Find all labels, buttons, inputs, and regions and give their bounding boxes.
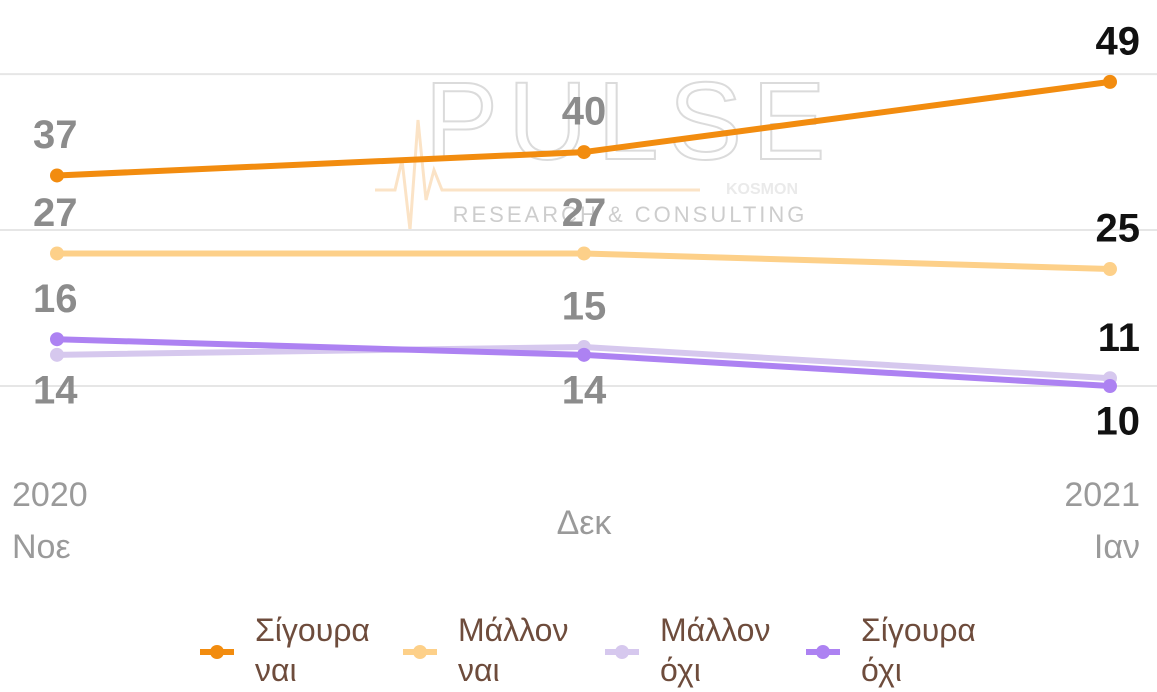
x-tick-label: 2020	[12, 476, 88, 514]
watermark-partner: KOSMON	[726, 181, 798, 198]
legend-item: Σίγουρα όχι	[806, 612, 976, 688]
data-label: 49	[1096, 19, 1141, 63]
data-label: 11	[1098, 316, 1140, 360]
legend-swatch-dot	[816, 645, 830, 659]
data-label: 14	[562, 368, 607, 412]
legend-item: Μάλλον ναι	[403, 612, 568, 688]
x-tick-label: 2021	[1064, 476, 1140, 514]
watermark-tagline: RESEARCH & CONSULTING	[453, 202, 808, 227]
data-label: 27	[33, 191, 78, 235]
data-label: 10	[1096, 400, 1141, 444]
data-label: 27	[562, 191, 607, 235]
legend-item: Σίγουρα ναι	[200, 612, 370, 688]
data-label: 14	[33, 368, 78, 412]
watermark-brand: PULSE	[425, 60, 836, 183]
legend-swatch-dot	[413, 645, 427, 659]
point	[50, 168, 64, 183]
data-label: 40	[562, 90, 607, 134]
point	[50, 246, 64, 261]
data-label: 16	[33, 277, 78, 321]
legend-item: Μάλλον όχι	[605, 612, 770, 688]
watermark: PULSE RESEARCH & CONSULTING KOSMON	[375, 59, 836, 231]
x-tick-label: Δεκ	[557, 504, 613, 542]
legend-label: Σίγουρα όχι	[861, 612, 976, 688]
point	[577, 347, 591, 362]
legend-label: Μάλλον ναι	[458, 612, 568, 688]
data-label: 37	[33, 113, 78, 157]
x-tick-label: Νοε	[12, 528, 71, 566]
legend-label: Μάλλον όχι	[660, 612, 770, 688]
point	[50, 347, 64, 362]
x-tick-label: Ιαν	[1094, 528, 1140, 566]
point	[1103, 74, 1117, 89]
legend-swatch-dot	[210, 645, 224, 659]
point	[50, 332, 64, 347]
legend-label: Σίγουρα ναι	[255, 612, 370, 688]
legend-swatch-dot	[615, 645, 629, 659]
point	[577, 145, 591, 160]
point	[577, 246, 591, 261]
data-label: 25	[1096, 207, 1141, 251]
point	[1103, 379, 1117, 394]
point	[1103, 262, 1117, 277]
data-label: 15	[562, 285, 607, 329]
watermark-pulse	[375, 119, 700, 231]
